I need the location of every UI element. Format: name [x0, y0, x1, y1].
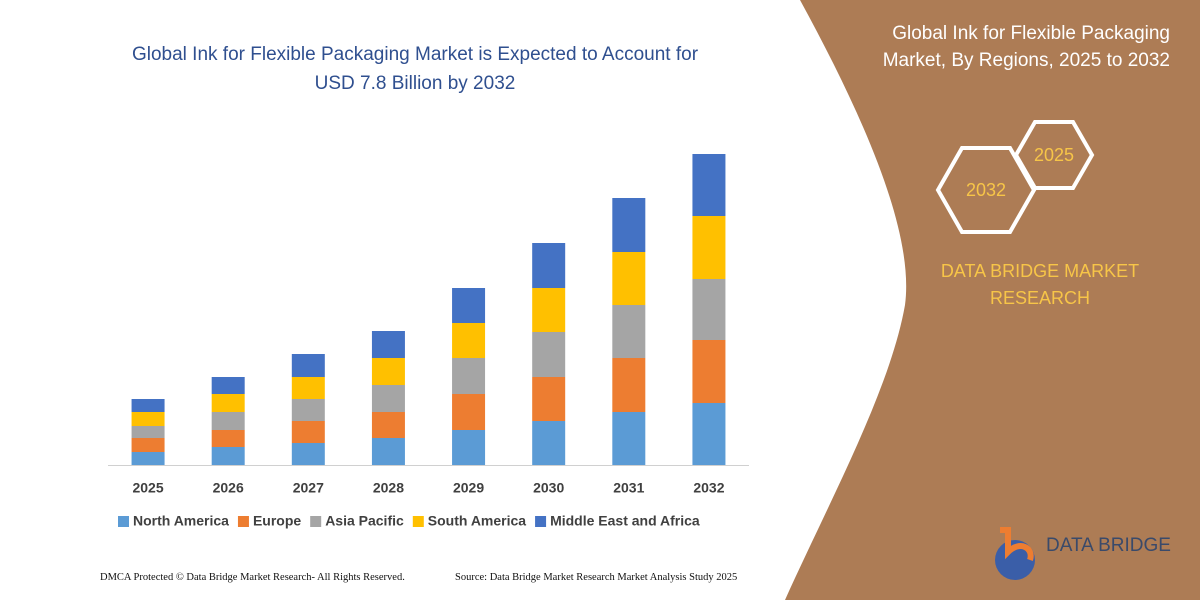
legend-label: Middle East and Africa: [550, 513, 700, 529]
bar-segment: [211, 412, 245, 430]
logo: DATA BRIDGE: [995, 527, 1171, 580]
bar-segment: [131, 426, 165, 438]
legend-swatch: [310, 516, 322, 527]
legend-label: North America: [133, 513, 229, 529]
x-tick-label: 2027: [293, 480, 324, 496]
x-tick-label: 2032: [693, 480, 724, 496]
bar-segment: [692, 279, 726, 340]
bar-segment: [211, 447, 245, 465]
hexagon-label: 2025: [1034, 145, 1074, 165]
x-tick-label: 2026: [213, 480, 244, 496]
legend-swatch: [237, 516, 249, 527]
legend-label: Europe: [253, 513, 301, 529]
logo-text: DATA BRIDGE: [1046, 535, 1171, 556]
bar-segment: [371, 331, 405, 358]
side-panel-bg: [785, 0, 1200, 600]
hexagon-label: 2032: [966, 180, 1006, 200]
bar-segment: [211, 394, 245, 412]
bar-segment: [131, 438, 165, 452]
legend-swatch: [412, 516, 424, 527]
bar-segment: [131, 412, 165, 426]
bar-segment: [532, 332, 566, 377]
legend-label: Asia Pacific: [325, 513, 404, 529]
x-tick-label: 2029: [453, 480, 484, 496]
bar-segment: [532, 421, 566, 465]
bar-segment: [371, 438, 405, 465]
bar-segment: [452, 430, 486, 465]
bar-segment: [131, 452, 165, 465]
bar-segment: [371, 358, 405, 385]
bar-segment: [131, 399, 165, 412]
legend-swatch: [535, 516, 547, 527]
bar-segment: [692, 403, 726, 465]
bar-segment: [291, 421, 325, 443]
bar-segment: [291, 354, 325, 377]
side-title: Global Ink for Flexible Packaging Market…: [882, 23, 1170, 71]
hexagon: [935, 146, 1037, 234]
chart-title: Global Ink for Flexible Packaging Market…: [131, 44, 699, 94]
footer-right: Source: Data Bridge Market Research Mark…: [455, 572, 738, 583]
bar-segment: [291, 399, 325, 421]
bar-segment: [532, 377, 566, 421]
bar-segment: [291, 377, 325, 399]
bar-segment: [452, 288, 486, 323]
brand: DATA BRIDGE MARKET RESEARCH: [940, 261, 1140, 308]
bar-segment: [452, 394, 486, 430]
bar-segment: [291, 443, 325, 465]
bar-segment: [452, 358, 486, 394]
bar-segment: [532, 288, 566, 332]
x-tick-label: 2025: [132, 480, 163, 496]
footer-left: DMCA Protected © Data Bridge Market Rese…: [100, 572, 405, 583]
logo-mark: [1000, 527, 1034, 561]
bar-segment: [211, 377, 245, 394]
x-tick-label: 2028: [373, 480, 404, 496]
bar-segment: [692, 340, 726, 403]
x-tick-label: 2030: [533, 480, 564, 496]
bar-segment: [532, 243, 566, 288]
bar-segment: [371, 385, 405, 412]
bar-segment: [371, 412, 405, 438]
bar-segment: [612, 198, 646, 252]
bar-segment: [612, 358, 646, 412]
x-tick-label: 2031: [613, 480, 644, 496]
bar-segment: [612, 305, 646, 358]
bar-segment: [692, 154, 726, 216]
legend-swatch: [118, 516, 129, 527]
legend-label: South America: [428, 513, 526, 529]
bar-segment: [211, 430, 245, 447]
bar-segment: [452, 323, 486, 358]
bar-segment: [692, 216, 726, 279]
bar-segment: [612, 252, 646, 305]
bar-segment: [612, 412, 646, 465]
